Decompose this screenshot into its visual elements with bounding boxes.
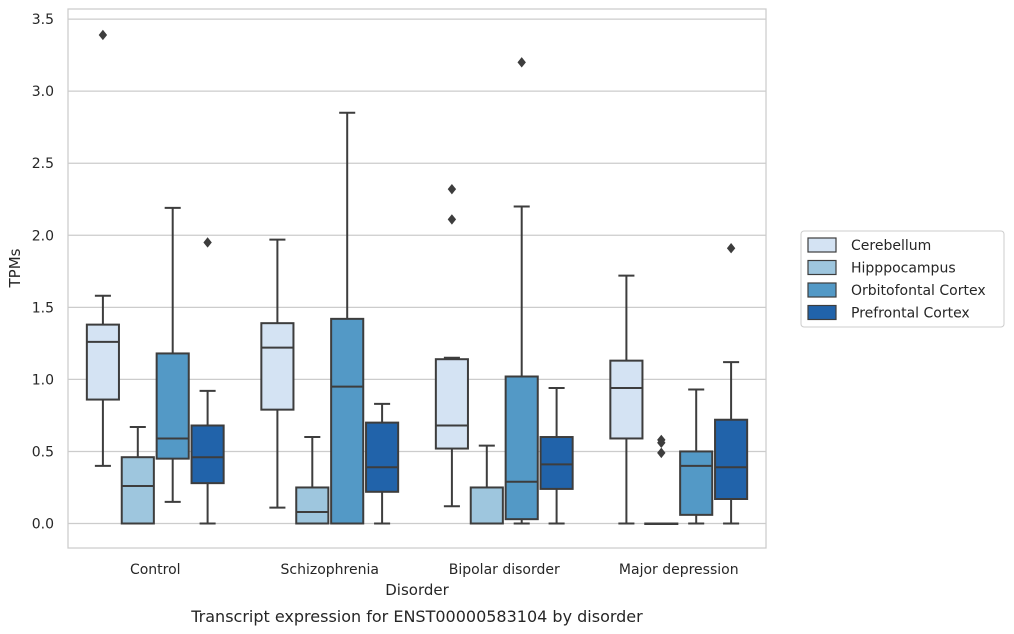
legend-swatch: [807, 237, 837, 253]
y-tick-label: 1.0: [32, 372, 54, 388]
box-iqr: [85, 323, 120, 401]
y-tick-label: 2.0: [32, 228, 54, 244]
box-series: [85, 29, 749, 525]
legend-swatch: [807, 282, 837, 298]
outlier-point: [726, 243, 736, 254]
box-orbitofontal-cortex: [679, 388, 714, 525]
y-tick-label: 2.5: [32, 156, 54, 172]
legend-label: Orbitofontal Cortex: [851, 283, 986, 299]
legend-swatch: [807, 259, 837, 276]
legend: Cerebellum Hipppocampus Orbitofontal Corte…: [800, 230, 1005, 328]
box-orbitofontal-cortex: [155, 206, 190, 503]
x-tick-label: Major depression: [619, 562, 739, 578]
x-axis-ticks: Control Schizophrenia Bipolar disorder Majo…: [130, 562, 739, 578]
box-iqr: [155, 352, 190, 460]
box-iqr: [609, 359, 644, 440]
box-hipppocampus: [469, 444, 504, 525]
box-cerebellum: [609, 274, 644, 525]
outlier-point: [657, 434, 666, 446]
x-tick-label: Schizophrenia: [281, 562, 379, 578]
y-tick-label: 3.0: [32, 84, 54, 100]
outlier-point: [447, 183, 457, 195]
box-hipppocampus: [295, 436, 330, 525]
box-prefrontal-cortex: [190, 237, 225, 525]
box-iqr: [330, 317, 365, 525]
y-tick-label: 3.5: [32, 12, 54, 28]
box-iqr: [469, 486, 504, 525]
y-axis-title: TPMs: [6, 248, 24, 288]
outlier-point: [203, 237, 212, 248]
x-tick-label: Bipolar disorder: [449, 562, 560, 578]
box-iqr: [365, 421, 400, 493]
box-hipppocampus: [120, 425, 155, 525]
box-iqr: [434, 358, 469, 450]
box-cerebellum: [260, 238, 295, 509]
legend-label: Prefrontal Cortex: [851, 306, 970, 322]
box-prefrontal-cortex: [714, 243, 749, 525]
box-cerebellum: [434, 183, 469, 508]
legend-frame: [800, 230, 1005, 328]
plot-frame: [67, 8, 767, 549]
box-iqr: [260, 322, 295, 411]
box-orbitofontal-cortex: [504, 57, 539, 525]
box-prefrontal-cortex: [539, 387, 574, 525]
plot-area: [67, 8, 767, 549]
outlier-point: [517, 57, 526, 68]
y-axis-ticks: 0.0 0.5 1.0 1.5 2.0 2.5 3.0 3.5: [32, 12, 54, 532]
legend-swatch: [807, 304, 837, 321]
box-iqr: [714, 418, 749, 500]
box-orbitofontal-cortex: [330, 111, 365, 525]
x-axis-title: Disorder: [385, 581, 449, 599]
box-iqr: [539, 436, 574, 490]
box-hipppocampus: [644, 434, 679, 525]
y-tick-label: 0.5: [32, 444, 54, 460]
outlier-point: [657, 447, 666, 459]
box-prefrontal-cortex: [365, 402, 400, 525]
box-cerebellum: [85, 29, 120, 467]
y-tick-label: 1.5: [32, 300, 54, 316]
x-tick-label: Control: [130, 562, 181, 578]
box-iqr: [295, 486, 330, 525]
box-iqr: [120, 456, 155, 525]
y-tick-label: 0.0: [32, 517, 54, 533]
box-iqr: [190, 424, 225, 485]
outlier-point: [98, 29, 108, 41]
chart-caption: Transcript expression for ENST0000058310…: [190, 607, 643, 626]
box-iqr: [504, 375, 539, 521]
legend-label: Hipppocampus: [851, 261, 956, 277]
box-iqr: [679, 450, 714, 516]
outlier-point: [447, 214, 457, 225]
legend-label: Cerebellum: [851, 238, 931, 254]
